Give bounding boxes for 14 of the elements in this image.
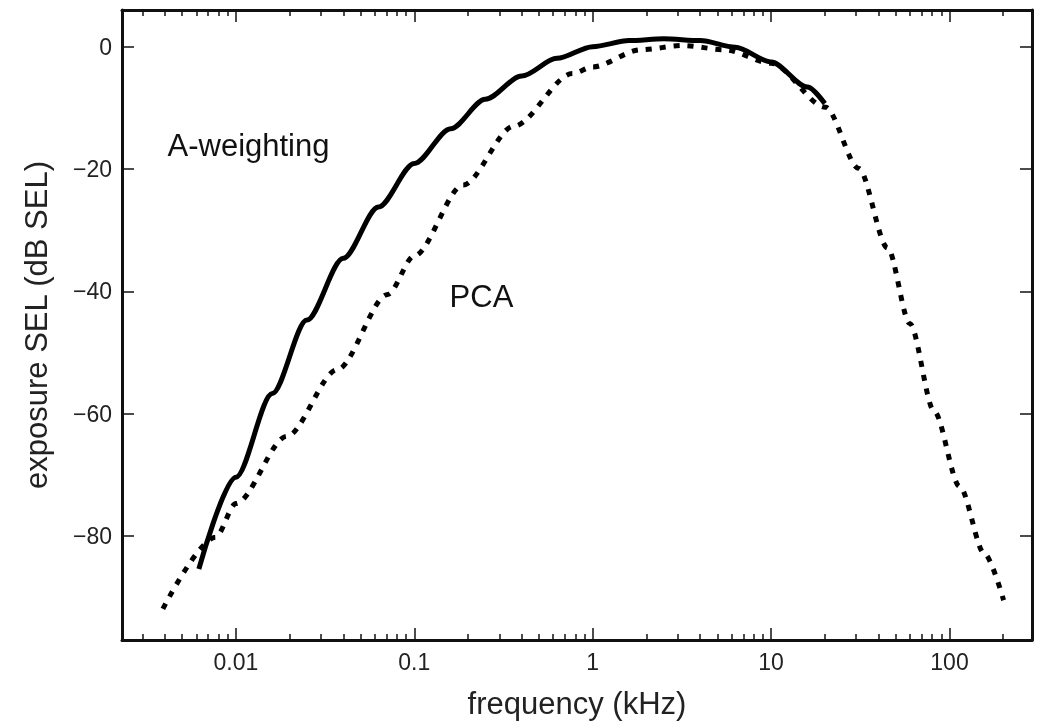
series-label: PCA [449, 278, 514, 314]
y-tick-label: −60 [72, 400, 112, 427]
x-tick-label: 10 [758, 648, 784, 675]
x-tick-label: 1 [586, 648, 600, 675]
text: A-weighting [167, 127, 330, 163]
y-axis-title: exposure SEL (dB SEL) [19, 161, 54, 489]
y-tick-label: −40 [72, 278, 112, 305]
x-tick-label: 100 [930, 648, 969, 675]
x-tick-label: 0.01 [213, 648, 259, 675]
y-tick-label: −20 [72, 156, 112, 183]
y-tick-label: 0 [99, 33, 112, 60]
x-axis-title: frequency (kHz) [467, 686, 687, 721]
x-tick-label: 0.1 [398, 648, 431, 675]
y-tick-label: −80 [72, 523, 112, 550]
